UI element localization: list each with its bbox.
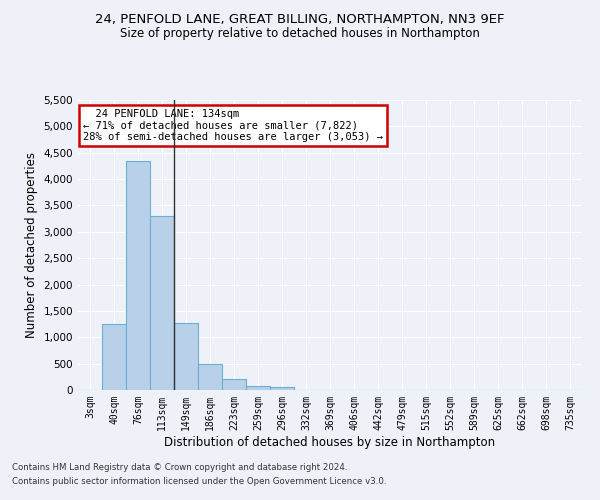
Bar — [270, 387, 294, 390]
Text: 24, PENFOLD LANE, GREAT BILLING, NORTHAMPTON, NN3 9EF: 24, PENFOLD LANE, GREAT BILLING, NORTHAM… — [95, 12, 505, 26]
X-axis label: Distribution of detached houses by size in Northampton: Distribution of detached houses by size … — [164, 436, 496, 448]
Bar — [222, 379, 246, 390]
Text: Size of property relative to detached houses in Northampton: Size of property relative to detached ho… — [120, 28, 480, 40]
Bar — [246, 386, 270, 390]
Bar — [198, 364, 222, 390]
Bar — [150, 216, 174, 390]
Text: Contains HM Land Registry data © Crown copyright and database right 2024.: Contains HM Land Registry data © Crown c… — [12, 464, 347, 472]
Bar — [174, 322, 198, 390]
Y-axis label: Number of detached properties: Number of detached properties — [25, 152, 38, 338]
Bar — [126, 161, 150, 390]
Text: 24 PENFOLD LANE: 134sqm  
← 71% of detached houses are smaller (7,822)
28% of se: 24 PENFOLD LANE: 134sqm ← 71% of detache… — [83, 108, 383, 142]
Text: Contains public sector information licensed under the Open Government Licence v3: Contains public sector information licen… — [12, 477, 386, 486]
Bar — [102, 324, 126, 390]
